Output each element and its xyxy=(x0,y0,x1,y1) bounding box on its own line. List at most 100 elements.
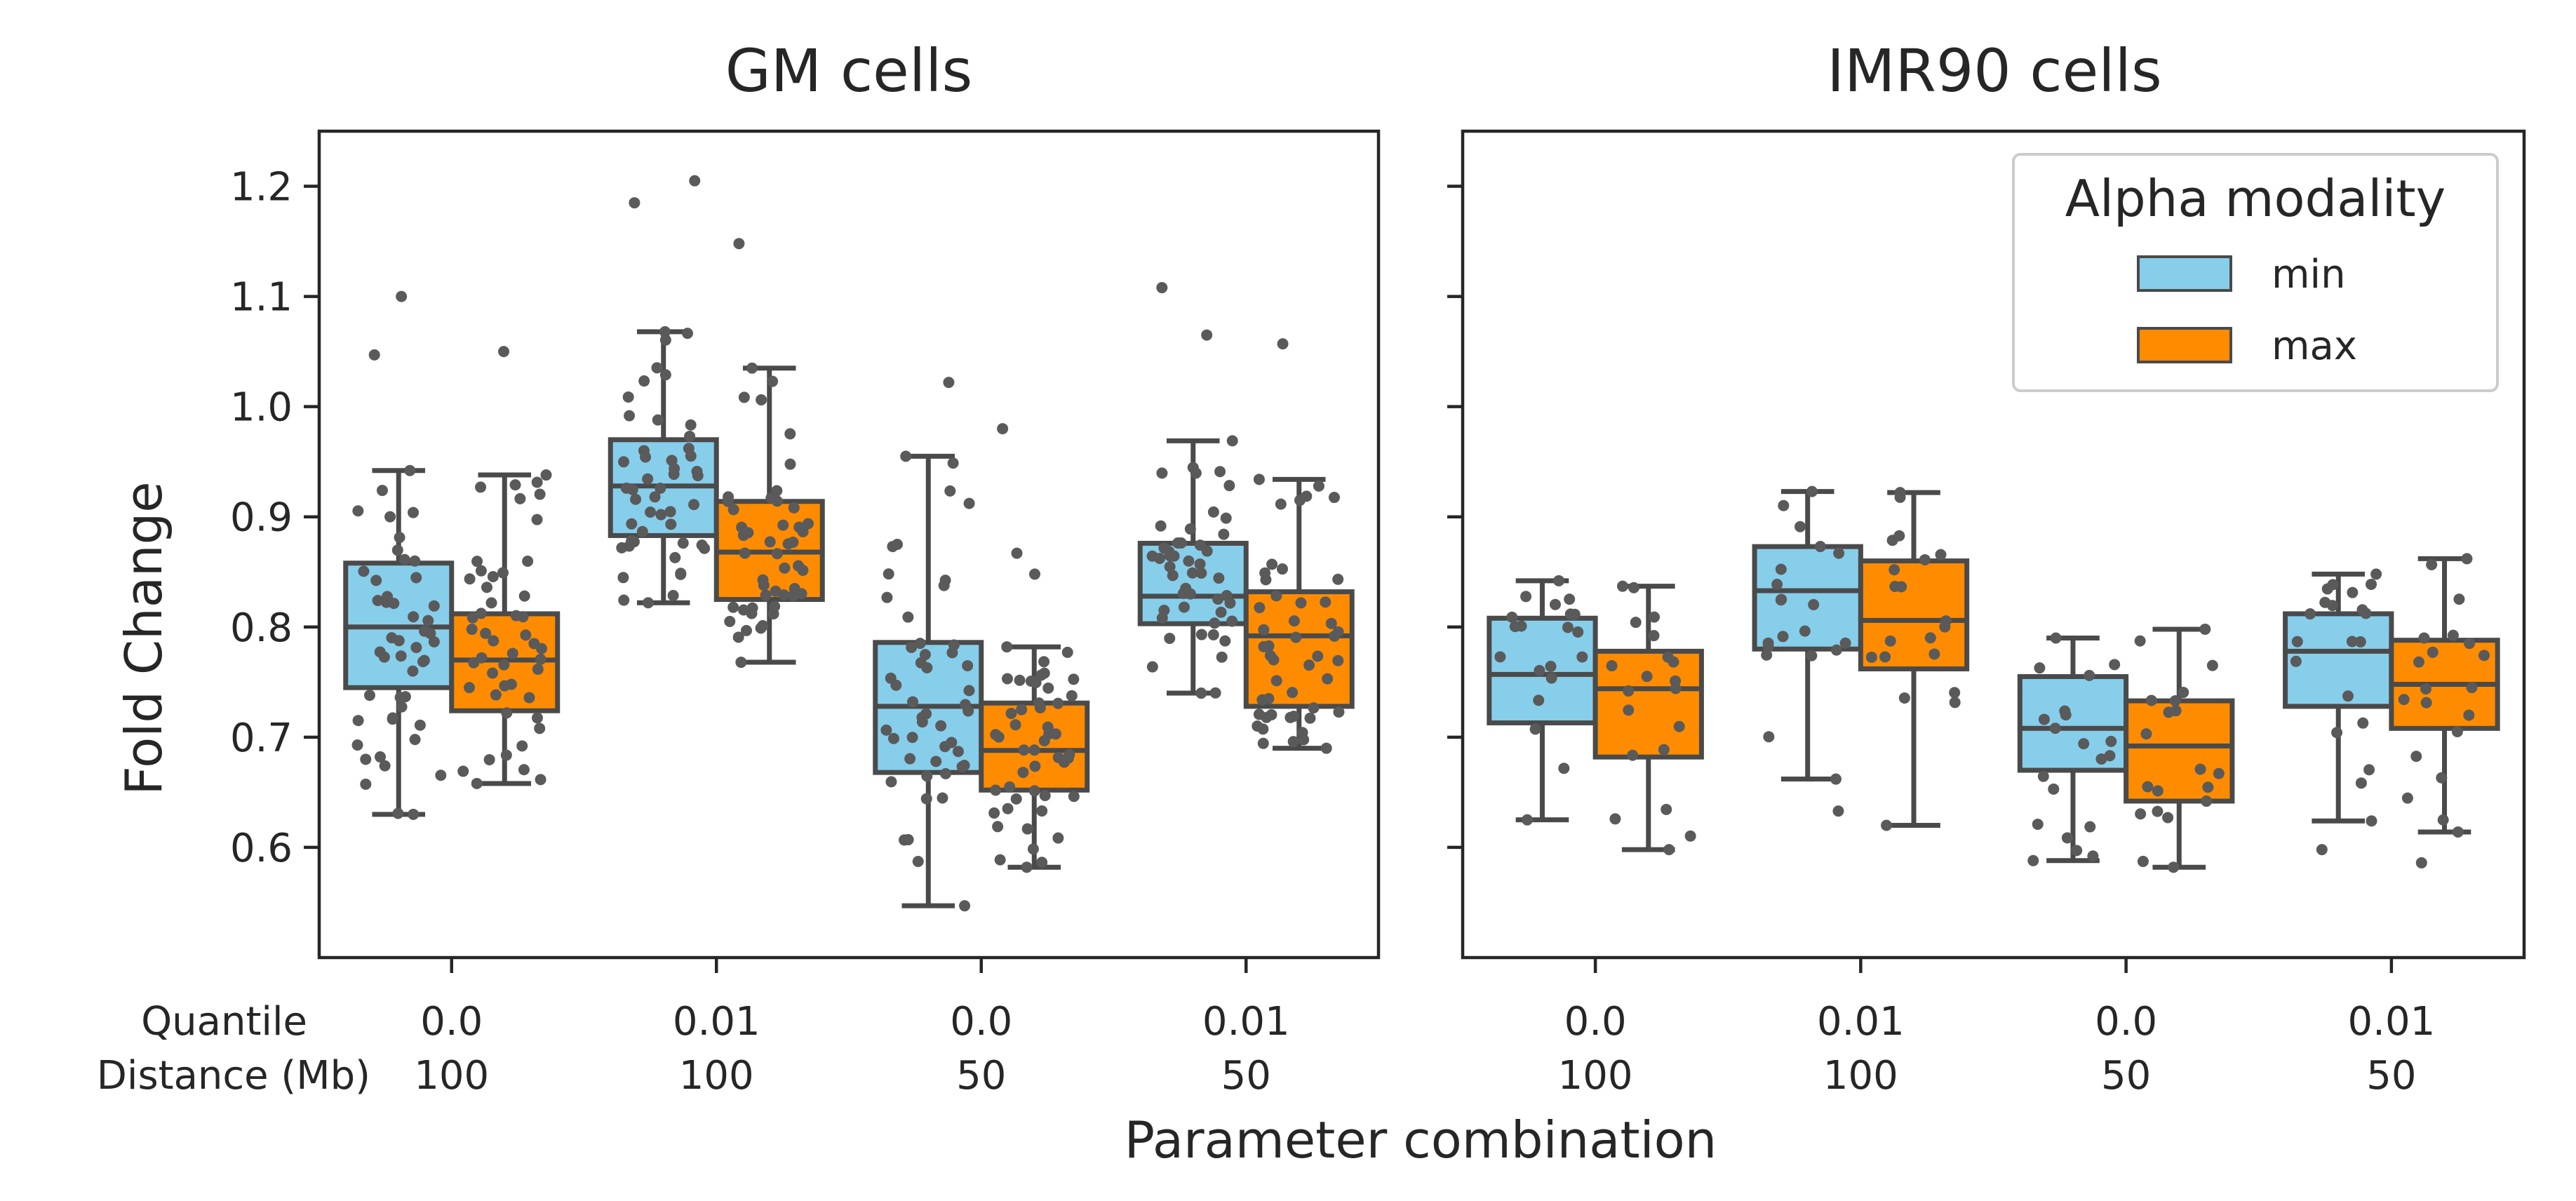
data-point xyxy=(396,701,408,713)
data-point xyxy=(1158,542,1170,554)
box-min xyxy=(343,290,455,820)
data-point xyxy=(1799,625,1811,637)
data-point xyxy=(2071,845,2083,857)
data-point xyxy=(675,568,687,579)
data-point xyxy=(1014,674,1026,686)
data-point xyxy=(722,495,734,507)
x-tick-label-quantile: 0.01 xyxy=(673,999,760,1045)
data-point xyxy=(1830,773,1842,785)
data-point xyxy=(1195,687,1207,699)
data-point xyxy=(516,740,528,752)
data-point xyxy=(1830,644,1842,656)
data-point xyxy=(1264,650,1276,662)
data-point xyxy=(1288,615,1300,627)
data-point xyxy=(1001,641,1013,653)
data-point xyxy=(2178,686,2189,698)
data-point xyxy=(739,547,751,559)
data-point xyxy=(1940,615,1952,627)
data-point xyxy=(760,589,772,601)
box-min xyxy=(1752,485,1863,817)
data-point xyxy=(1775,563,1787,575)
data-point xyxy=(2305,608,2316,620)
data-point xyxy=(2290,655,2302,667)
data-point xyxy=(1935,549,1947,561)
data-point xyxy=(1218,528,1230,540)
data-point xyxy=(622,391,634,403)
data-point xyxy=(2034,662,2046,674)
data-point xyxy=(2464,638,2476,650)
data-point xyxy=(755,622,767,634)
data-point xyxy=(645,506,657,518)
data-point xyxy=(1068,791,1080,803)
data-point xyxy=(2453,593,2465,605)
data-point xyxy=(2037,770,2049,782)
data-point xyxy=(509,479,521,491)
x-tick-label-distance: 50 xyxy=(2101,1053,2151,1099)
data-point xyxy=(363,690,375,702)
data-point xyxy=(1894,491,1906,503)
outlier-point xyxy=(943,377,955,389)
data-point xyxy=(1313,480,1324,492)
data-point xyxy=(1172,537,1184,549)
data-point xyxy=(906,641,918,653)
data-point xyxy=(523,692,535,704)
data-point xyxy=(1533,695,1545,706)
data-point xyxy=(471,556,483,568)
data-point xyxy=(500,749,512,761)
data-point xyxy=(1212,593,1224,605)
data-point xyxy=(1042,682,1054,694)
data-point xyxy=(1167,570,1179,582)
data-point xyxy=(1506,611,1518,623)
data-point xyxy=(1294,495,1306,506)
data-point xyxy=(1155,520,1167,532)
data-point xyxy=(1562,622,1574,633)
data-point xyxy=(1061,646,1073,658)
data-point xyxy=(1663,844,1675,856)
data-point xyxy=(732,631,744,643)
data-point xyxy=(1004,781,1016,793)
data-point xyxy=(1270,675,1282,687)
data-point xyxy=(1038,656,1050,668)
data-point xyxy=(380,596,392,608)
data-point xyxy=(1290,631,1302,643)
data-point xyxy=(912,856,924,868)
data-point xyxy=(885,672,897,684)
data-point xyxy=(2347,586,2359,598)
data-point xyxy=(1052,697,1064,709)
x-tick-label-distance: 50 xyxy=(2366,1053,2416,1099)
data-point xyxy=(2478,650,2490,662)
data-point xyxy=(1027,843,1039,855)
data-point xyxy=(1226,435,1238,447)
data-point xyxy=(471,777,483,789)
data-point xyxy=(797,564,809,576)
data-point xyxy=(1018,744,1030,756)
data-point xyxy=(428,636,440,648)
data-point xyxy=(1924,632,1936,644)
panel-title-gm: GM cells xyxy=(725,36,973,105)
data-point xyxy=(1214,466,1226,478)
data-point xyxy=(1919,553,1931,565)
data-point xyxy=(1036,805,1048,817)
data-point xyxy=(1865,651,1877,663)
data-point xyxy=(738,604,750,616)
data-point xyxy=(2354,636,2366,648)
data-point xyxy=(642,597,654,609)
data-point xyxy=(467,612,478,624)
x-tick-label-quantile: 0.01 xyxy=(1817,999,1905,1045)
data-point xyxy=(475,481,487,493)
data-point xyxy=(1515,620,1527,632)
data-point xyxy=(947,457,959,469)
data-point xyxy=(1052,832,1064,844)
data-point xyxy=(696,539,708,551)
data-point xyxy=(1763,731,1775,743)
data-point xyxy=(410,641,422,653)
data-point xyxy=(1186,567,1198,579)
legend-swatch-max xyxy=(2137,327,2232,363)
data-point xyxy=(531,476,543,488)
data-point xyxy=(1641,671,1653,683)
panel-1: 0.6 0.7 0.8 0.9 1.0 1.1 1.2 0.0 100 0.01 100 0.0 50 0… xyxy=(230,129,1381,1099)
data-point xyxy=(2426,559,2438,571)
data-point xyxy=(475,608,487,619)
data-point xyxy=(727,504,739,516)
data-point xyxy=(767,375,779,387)
